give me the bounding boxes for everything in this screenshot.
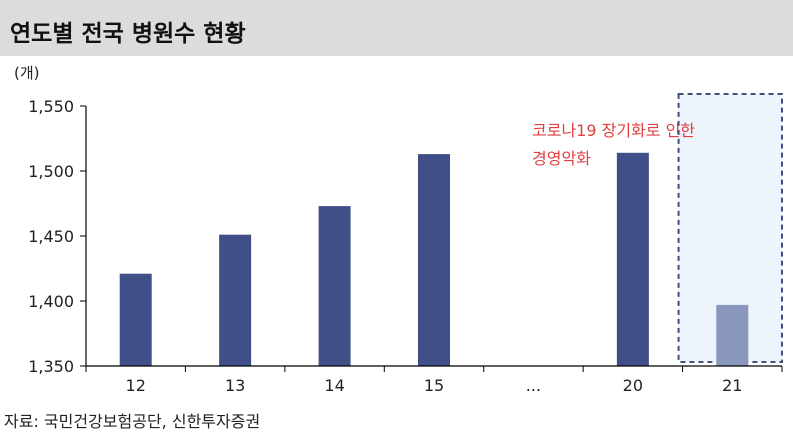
- y-tick-label: 1,350: [28, 357, 74, 376]
- y-tick-label: 1,500: [28, 162, 74, 181]
- bar-chart: 1,550 1,500 1,450 1,400 1,350 12 13 14 15... 20 2…: [14, 64, 783, 395]
- chart-title: 연도별 전국 병원수 현황: [10, 21, 246, 47]
- annotation-line-2: 경영악화: [532, 149, 591, 168]
- bar-14: [318, 206, 351, 366]
- x-ticks-group: 12 13 14 15... 20 21: [85, 366, 783, 395]
- y-tick-label: 1,450: [28, 227, 74, 246]
- bar-13: [219, 234, 252, 366]
- source-note: 자료: 국민건강보험공단, 신한투자증권: [4, 412, 261, 431]
- x-tick-label: 15: [424, 376, 444, 395]
- bar-20: [616, 152, 649, 366]
- annotation-text: 코로나19 장기화로 인한 경영악화: [532, 121, 700, 168]
- x-tick-label: 14: [324, 376, 344, 395]
- annotation-line-1: 코로나19 장기화로 인한: [532, 121, 695, 140]
- x-tick-label: 21: [722, 376, 742, 395]
- x-tick-label: 20: [623, 376, 643, 395]
- bar-12: [119, 273, 152, 366]
- title-bar: 연도별 전국 병원수 현황: [0, 0, 793, 56]
- y-axis-label: (개): [14, 64, 40, 82]
- y-tick-label: 1,550: [28, 97, 74, 116]
- y-ticks-group: 1,550 1,500 1,450 1,400 1,350: [28, 97, 86, 376]
- bar-15: [418, 154, 450, 366]
- y-tick-label: 1,400: [28, 292, 74, 311]
- x-tick-label: 12: [126, 376, 146, 395]
- x-tick-label: 13: [225, 376, 245, 395]
- x-tick-label: ...: [526, 376, 541, 395]
- bars-group: [119, 152, 749, 366]
- bar-21: [716, 304, 749, 366]
